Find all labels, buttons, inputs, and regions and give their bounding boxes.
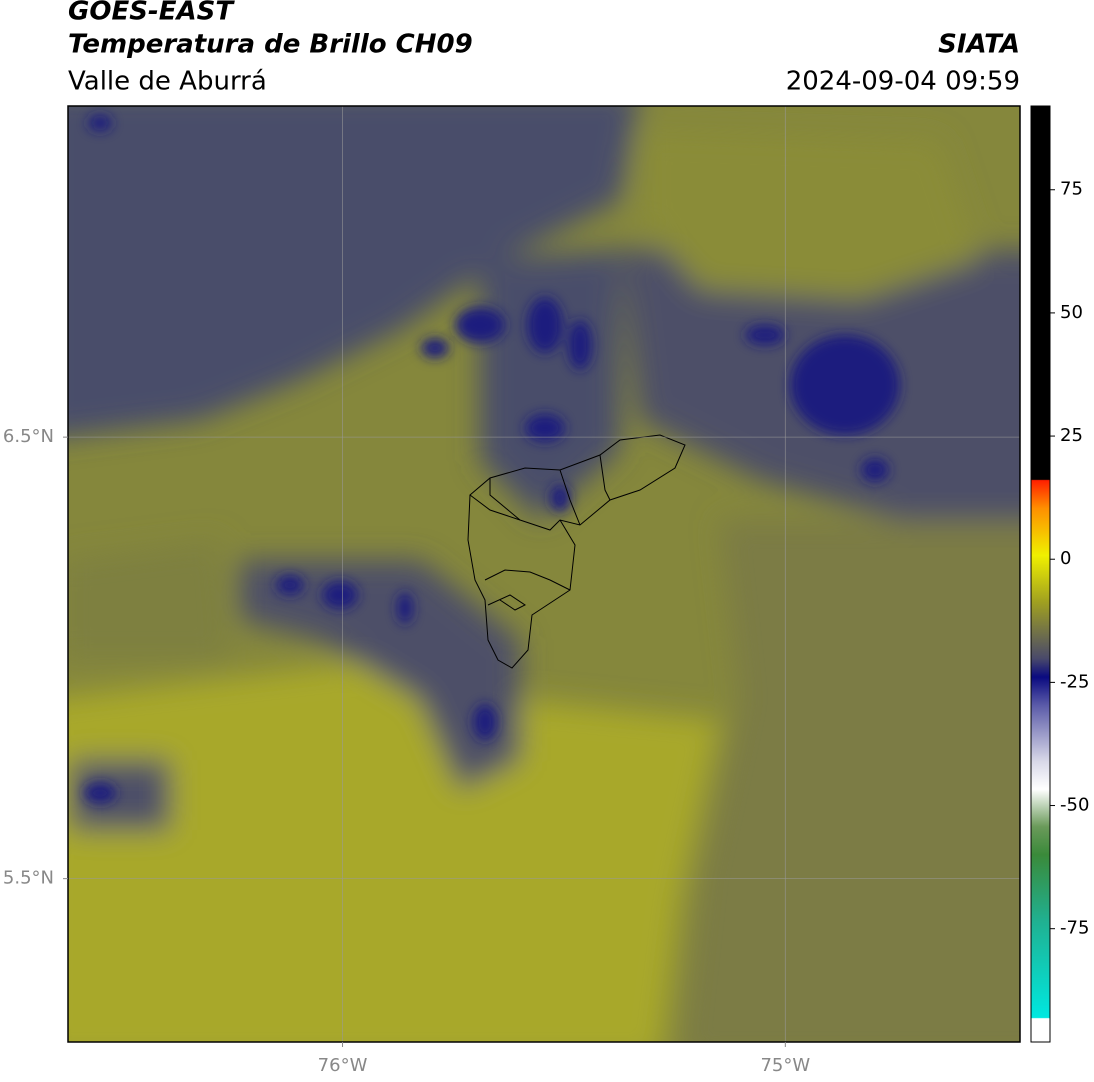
colorbar-tick-label: -25 [1060, 671, 1089, 692]
colorbar-tick-label: 75 [1060, 179, 1083, 200]
y-tick-label: 5.5°N [3, 868, 54, 889]
municipal-boundaries [467, 434, 686, 669]
region-label: Valle de Aburrá [68, 67, 267, 97]
colorbar-tick-label: 50 [1060, 302, 1083, 323]
map-frame [67, 105, 1021, 1043]
gridlines [68, 106, 1020, 1042]
colorbar-tick-label: 25 [1060, 425, 1083, 446]
title: GOES-EAST [68, 0, 235, 27]
x-tick-label: 75°W [760, 1055, 810, 1076]
map-image [68, 106, 1020, 1042]
colorbar-tick-label: -75 [1060, 918, 1089, 939]
colorbar-tick-label: 0 [1060, 548, 1071, 569]
subtitle: Temperatura de Brillo CH09 [68, 30, 473, 60]
x-tick-label: 76°W [318, 1055, 368, 1076]
timestamp: 2024-09-04 09:59 [786, 67, 1020, 97]
colorbar [1030, 105, 1051, 1043]
source-label: SIATA [938, 30, 1020, 60]
y-tick-label: 6.5°N [3, 426, 54, 447]
colorbar-tick-label: -50 [1060, 795, 1089, 816]
